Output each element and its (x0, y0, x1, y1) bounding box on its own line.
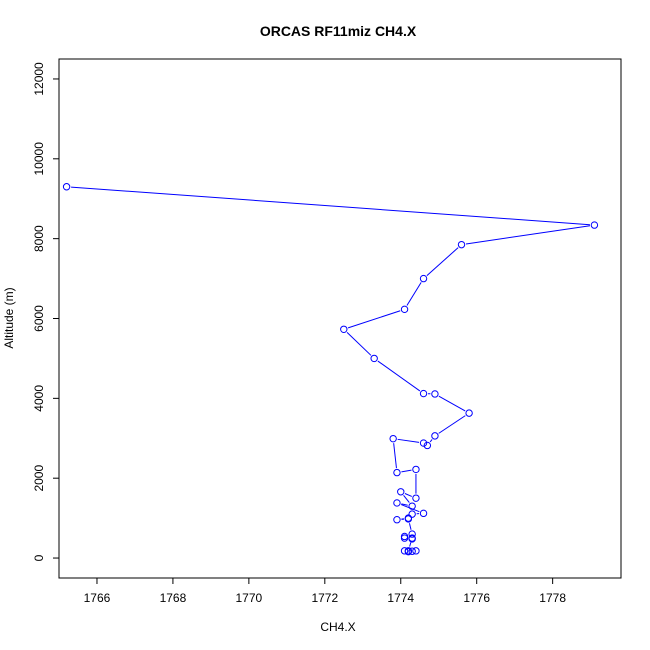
series-line-segment (347, 310, 401, 329)
y-tick-label: 2000 (32, 465, 46, 492)
y-tick-label: 6000 (32, 305, 46, 332)
data-point (412, 465, 420, 474)
data-point (408, 510, 416, 518)
data-point (457, 240, 466, 249)
data-point (408, 534, 416, 542)
series-line-segment (400, 504, 420, 513)
series-line-segment (438, 395, 466, 412)
series-line-segment (403, 494, 410, 503)
data-point (389, 434, 397, 443)
data-point (408, 502, 416, 510)
data-point (393, 499, 401, 507)
series-line-segment (438, 415, 466, 434)
y-tick-label: 0 (32, 554, 46, 561)
y-axis-label: Altitude (m) (2, 287, 16, 348)
series-line-segment (401, 469, 412, 473)
x-tick-label: 1778 (539, 591, 566, 605)
data-point (419, 389, 428, 398)
series-line-segment (401, 503, 408, 506)
data-point (400, 534, 409, 542)
x-axis: 1766 1768 1770 1772 1774 1776 1778 (84, 578, 566, 605)
x-axis-label: CH4.X (320, 620, 355, 634)
y-axis: 0 2000 4000 6000 8000 10000 12000 (32, 62, 59, 561)
data-point (393, 468, 401, 477)
chart-title: ORCAS RF11miz CH4.X (260, 23, 417, 39)
series-line-segment (465, 225, 591, 245)
x-tick-label: 1768 (160, 591, 187, 605)
y-tick-label: 8000 (32, 225, 46, 252)
series-line-segment (406, 282, 422, 306)
data-point (465, 409, 473, 417)
data-point (370, 354, 378, 363)
y-tick-label: 4000 (32, 385, 46, 412)
data-point (404, 547, 413, 556)
data-point (393, 516, 401, 524)
series-line-segment (71, 186, 590, 226)
data-point (419, 509, 428, 518)
x-tick-label: 1774 (387, 591, 414, 605)
data-point (412, 547, 420, 555)
series-line-segment (377, 360, 421, 392)
data-point (340, 325, 348, 333)
data-point (419, 439, 428, 447)
data-point (431, 390, 439, 398)
series-line-segment (397, 438, 420, 443)
x-tick-label: 1776 (463, 591, 490, 605)
x-tick-label: 1772 (311, 591, 338, 605)
data-point (590, 221, 599, 229)
series-line-segment (346, 332, 372, 356)
plot-frame (58, 58, 622, 579)
series-line-segment (409, 542, 412, 547)
data-point (397, 488, 405, 496)
series-line-segment (404, 493, 412, 497)
data-point (408, 547, 416, 555)
data-point (423, 441, 432, 450)
series-layer (62, 183, 599, 556)
data-point (400, 547, 409, 555)
x-tick-label: 1770 (236, 591, 263, 605)
series-line-segment (393, 443, 397, 469)
series-line-segment (408, 523, 412, 530)
series-line-segment (426, 247, 459, 276)
data-point (408, 530, 416, 538)
data-point (62, 183, 71, 191)
data-point (419, 274, 428, 283)
x-tick-label: 1766 (84, 591, 111, 605)
data-point (412, 494, 420, 502)
series-line-segment (429, 439, 433, 443)
data-point (404, 515, 413, 523)
data-point (400, 305, 409, 314)
data-point (431, 432, 439, 440)
y-tick-label: 10000 (32, 142, 46, 176)
y-tick-label: 12000 (32, 62, 46, 96)
